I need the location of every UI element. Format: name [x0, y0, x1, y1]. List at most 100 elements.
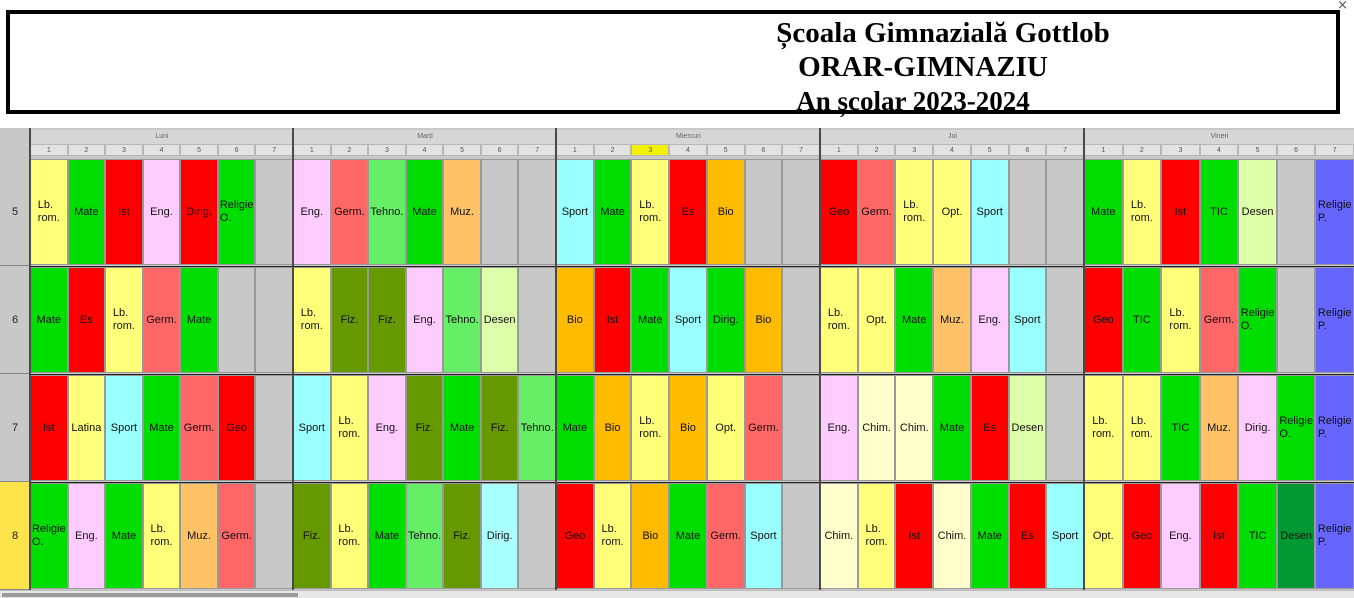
lesson-cell[interactable]: Mate [593, 159, 632, 265]
lesson-cell[interactable]: Sport [744, 483, 783, 589]
lesson-cell[interactable]: Sport [556, 159, 594, 265]
period-header[interactable]: 7 [1315, 144, 1354, 156]
lesson-cell[interactable]: Geo [217, 375, 256, 481]
lesson-cell[interactable]: Mate [105, 483, 143, 589]
lesson-cell[interactable]: Religie O. [30, 483, 68, 589]
lesson-cell[interactable]: Lb. rom. [593, 483, 632, 589]
period-header[interactable]: 7 [518, 144, 556, 156]
lesson-cell[interactable]: Tehno. [443, 267, 481, 373]
lesson-cell[interactable]: Opt. [857, 267, 896, 373]
period-header[interactable]: 3 [368, 144, 406, 156]
lesson-cell[interactable]: Sport [669, 267, 707, 373]
period-header[interactable]: 3 [1161, 144, 1200, 156]
lesson-cell[interactable]: Lb. rom. [631, 159, 670, 265]
lesson-cell[interactable]: Ist [1199, 483, 1239, 589]
lesson-cell[interactable]: Lb. rom. [1084, 375, 1123, 481]
period-header[interactable]: 6 [217, 144, 256, 156]
lesson-cell[interactable]: Lb. rom. [30, 159, 68, 265]
period-header[interactable]: 6 [1276, 144, 1316, 156]
lesson-cell[interactable]: Geo [556, 483, 594, 589]
lesson-cell[interactable]: Sport [970, 159, 1009, 265]
lesson-cell[interactable]: Ist [105, 159, 143, 265]
lesson-cell[interactable]: Religie O. [1238, 267, 1277, 373]
lesson-cell[interactable]: Mate [669, 483, 707, 589]
lesson-cell[interactable]: Bio [706, 159, 745, 265]
lesson-cell[interactable]: Ist [895, 483, 934, 589]
lesson-cell[interactable]: Lb. rom. [895, 159, 934, 265]
lesson-cell[interactable]: Germ. [744, 375, 783, 481]
lesson-cell[interactable]: Lb. rom. [1122, 375, 1162, 481]
lesson-cell[interactable]: Religie P. [1315, 483, 1354, 589]
lesson-cell[interactable]: Geo [1122, 483, 1162, 589]
lesson-cell[interactable]: Eng. [368, 375, 406, 481]
lesson-cell[interactable]: Es [970, 375, 1009, 481]
lesson-cell[interactable]: Eng. [142, 159, 181, 265]
period-header[interactable]: 3 [631, 144, 670, 156]
lesson-cell[interactable]: Bio [631, 483, 670, 589]
lesson-cell[interactable]: Fiz. [480, 375, 519, 481]
lesson-cell[interactable]: Germ. [142, 267, 181, 373]
empty-cell[interactable] [1046, 159, 1084, 265]
close-icon[interactable]: × [1337, 0, 1348, 13]
period-header[interactable]: 4 [405, 144, 444, 156]
empty-cell[interactable] [255, 483, 293, 589]
lesson-cell[interactable]: Ist [593, 267, 632, 373]
lesson-cell[interactable]: Lb. rom. [1161, 267, 1200, 373]
lesson-cell[interactable]: Bio [744, 267, 783, 373]
lesson-cell[interactable]: Mate [142, 375, 181, 481]
empty-cell[interactable] [255, 159, 293, 265]
empty-cell[interactable] [255, 267, 293, 373]
lesson-cell[interactable]: Desen [1276, 483, 1316, 589]
period-header[interactable]: 7 [782, 144, 820, 156]
period-header[interactable]: 5 [1238, 144, 1277, 156]
period-header[interactable]: 4 [1199, 144, 1239, 156]
lesson-cell[interactable]: Mate [895, 267, 934, 373]
lesson-cell[interactable]: Eng. [820, 375, 858, 481]
empty-cell[interactable] [782, 159, 820, 265]
period-header[interactable]: 7 [255, 144, 293, 156]
period-header[interactable]: 1 [293, 144, 331, 156]
lesson-cell[interactable]: Lb. rom. [105, 267, 143, 373]
lesson-cell[interactable]: Germ. [706, 483, 745, 589]
lesson-cell[interactable]: Geo [820, 159, 858, 265]
lesson-cell[interactable]: Es [1008, 483, 1047, 589]
lesson-cell[interactable]: Dirig. [180, 159, 218, 265]
lesson-cell[interactable]: Muz. [443, 159, 481, 265]
period-header[interactable]: 5 [706, 144, 745, 156]
empty-cell[interactable] [1276, 267, 1316, 373]
lesson-cell[interactable]: Mate [180, 267, 218, 373]
period-header[interactable]: 5 [443, 144, 481, 156]
lesson-cell[interactable]: Tehno. [405, 483, 444, 589]
lesson-cell[interactable]: Sport [105, 375, 143, 481]
empty-cell[interactable] [1046, 267, 1084, 373]
lesson-cell[interactable]: Dirig. [1238, 375, 1277, 481]
class-row-label[interactable]: 5 [0, 158, 30, 266]
period-header[interactable]: 3 [895, 144, 934, 156]
lesson-cell[interactable]: Lb. rom. [293, 267, 331, 373]
lesson-cell[interactable]: Lb. rom. [142, 483, 181, 589]
period-header[interactable]: 1 [556, 144, 594, 156]
lesson-cell[interactable]: Muz. [1199, 375, 1239, 481]
lesson-cell[interactable]: Opt. [933, 159, 971, 265]
empty-cell[interactable] [744, 159, 783, 265]
period-header[interactable]: 4 [142, 144, 181, 156]
lesson-cell[interactable]: Chim. [857, 375, 896, 481]
horizontal-scrollbar[interactable] [0, 590, 1354, 598]
period-header[interactable]: 2 [330, 144, 369, 156]
lesson-cell[interactable]: Opt. [1084, 483, 1123, 589]
lesson-cell[interactable]: Fiz. [330, 267, 369, 373]
lesson-cell[interactable]: Chim. [933, 483, 971, 589]
lesson-cell[interactable]: Desen [480, 267, 519, 373]
lesson-cell[interactable]: TIC [1199, 159, 1239, 265]
period-header[interactable]: 3 [105, 144, 143, 156]
lesson-cell[interactable]: Mate [443, 375, 481, 481]
lesson-cell[interactable]: Es [669, 159, 707, 265]
empty-cell[interactable] [782, 267, 820, 373]
empty-cell[interactable] [782, 375, 820, 481]
period-header[interactable]: 2 [67, 144, 106, 156]
lesson-cell[interactable]: Chim. [820, 483, 858, 589]
empty-cell[interactable] [1276, 159, 1316, 265]
lesson-cell[interactable]: Sport [1008, 267, 1047, 373]
lesson-cell[interactable]: Bio [669, 375, 707, 481]
period-header[interactable]: 2 [857, 144, 896, 156]
